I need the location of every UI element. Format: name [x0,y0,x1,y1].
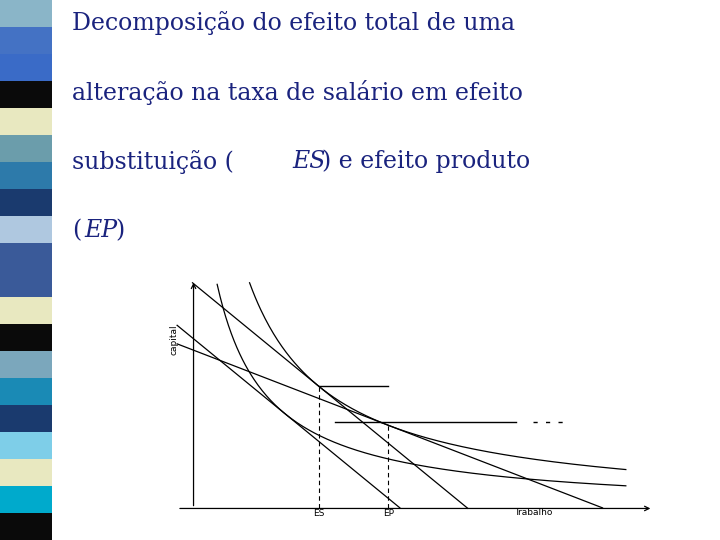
Text: (: ( [72,219,81,242]
Text: Trabalho: Trabalho [513,508,552,517]
Text: capital: capital [170,324,179,355]
Text: ES: ES [313,509,324,518]
Text: Decomposição do efeito total de uma: Decomposição do efeito total de uma [72,11,515,35]
Text: ): ) [115,219,125,242]
Text: ES: ES [292,150,326,173]
Text: substituição (: substituição ( [72,150,234,174]
Text: EP: EP [383,509,394,518]
Text: ) e efeito produto: ) e efeito produto [323,150,531,173]
Text: EP: EP [85,219,118,242]
Text: alteração na taxa de salário em efeito: alteração na taxa de salário em efeito [72,80,523,105]
